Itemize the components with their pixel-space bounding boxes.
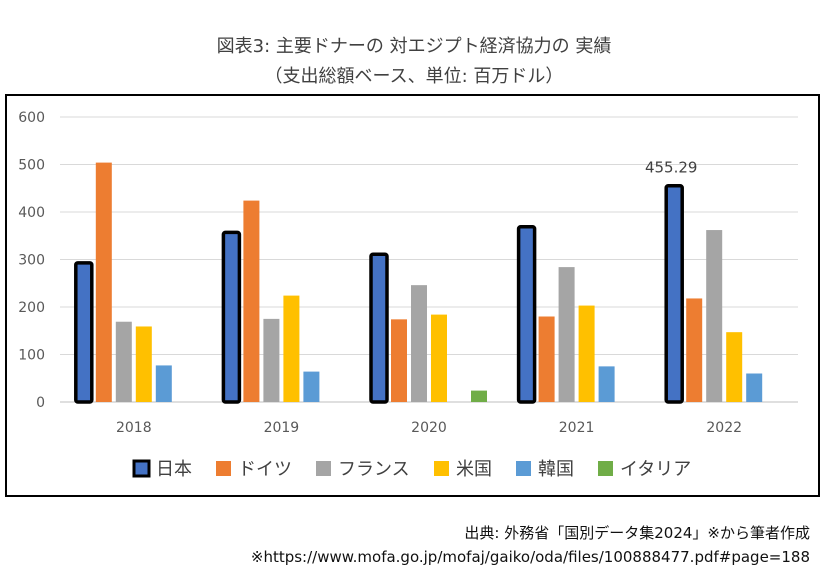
- legend-label: 韓国: [538, 459, 574, 480]
- legend-swatch: [132, 459, 151, 478]
- legend-label: ドイツ: [238, 459, 292, 480]
- bar: [135, 326, 152, 402]
- bar: [411, 285, 427, 402]
- legend-label: 日本: [156, 459, 192, 480]
- legend-swatch: [316, 461, 331, 476]
- legend-label: イタリア: [620, 459, 691, 480]
- bar: [578, 305, 595, 402]
- bar: [369, 252, 389, 404]
- bar: [263, 318, 280, 402]
- bar: [664, 183, 684, 404]
- x-tick-label: 2019: [264, 420, 300, 436]
- bar: [391, 319, 407, 402]
- y-tick-label: 200: [18, 300, 45, 316]
- x-tick-label: 2021: [559, 420, 595, 436]
- x-tick-label: 2020: [411, 420, 447, 436]
- source-note: 出典: 外務省「国別データ集2024」※から筆者作成: [464, 524, 810, 542]
- x-tick-label: 2018: [116, 420, 152, 436]
- bar: [95, 162, 112, 402]
- chart-title: 図表3: 主要ドナーの 対エジプト経済協力の 実績: [216, 36, 612, 57]
- bar: [283, 295, 300, 402]
- bar: [538, 316, 555, 402]
- bar: [221, 230, 242, 404]
- bar: [155, 365, 172, 402]
- bar: [598, 366, 615, 402]
- bar: [431, 314, 447, 402]
- bar: [746, 373, 763, 402]
- y-tick-label: 300: [18, 253, 45, 269]
- legend-label: 米国: [456, 459, 492, 480]
- chart-subtitle: （支出総額ベース、単位: 百万ドル）: [264, 66, 564, 87]
- bar: [74, 261, 94, 404]
- bar: [706, 230, 723, 402]
- y-tick-label: 0: [36, 395, 45, 411]
- bar: [303, 371, 320, 402]
- legend-swatch: [598, 461, 613, 476]
- y-tick-label: 500: [18, 158, 45, 174]
- data-label: 455.29: [645, 159, 698, 177]
- legend-swatch: [216, 461, 231, 476]
- y-tick-label: 600: [18, 110, 45, 126]
- bar: [558, 267, 575, 402]
- x-tick-label: 2022: [706, 420, 742, 436]
- bar: [471, 390, 487, 402]
- bar: [686, 298, 703, 402]
- source-url: ※https://www.mofa.go.jp/mofaj/gaiko/oda/…: [250, 548, 810, 566]
- legend-swatch: [434, 461, 449, 476]
- y-tick-label: 400: [18, 205, 45, 221]
- legend-label: フランス: [338, 459, 410, 480]
- bar: [516, 224, 537, 404]
- bar: [243, 200, 260, 402]
- bar: [726, 332, 743, 402]
- legend-swatch: [516, 461, 531, 476]
- bar: [115, 321, 132, 402]
- y-tick-label: 100: [18, 348, 45, 364]
